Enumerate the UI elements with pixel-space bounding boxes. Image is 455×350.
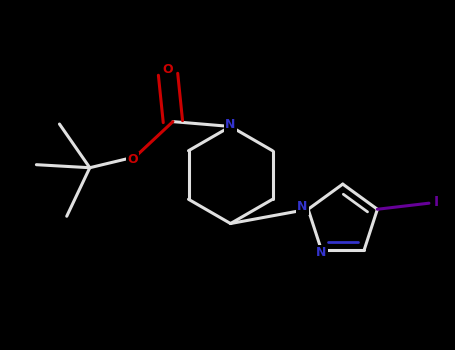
Text: O: O <box>163 63 173 76</box>
Text: N: N <box>316 246 327 259</box>
Text: I: I <box>434 195 439 209</box>
Text: N: N <box>225 118 236 131</box>
Text: N: N <box>297 200 307 214</box>
Text: O: O <box>127 153 137 166</box>
